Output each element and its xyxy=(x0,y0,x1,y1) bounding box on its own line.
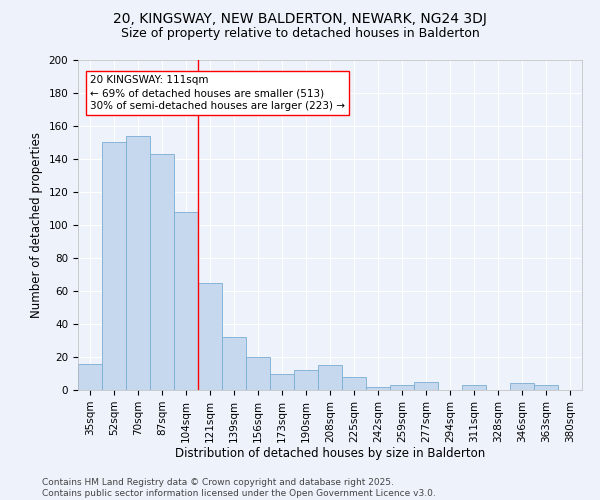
Bar xyxy=(246,357,270,390)
Bar xyxy=(318,365,342,390)
Y-axis label: Number of detached properties: Number of detached properties xyxy=(30,132,43,318)
Bar xyxy=(342,377,366,390)
Bar xyxy=(462,385,486,390)
Text: Contains HM Land Registry data © Crown copyright and database right 2025.
Contai: Contains HM Land Registry data © Crown c… xyxy=(42,478,436,498)
X-axis label: Distribution of detached houses by size in Balderton: Distribution of detached houses by size … xyxy=(175,448,485,460)
Bar xyxy=(198,283,222,390)
Bar xyxy=(222,337,246,390)
Bar xyxy=(78,364,102,390)
Text: 20, KINGSWAY, NEW BALDERTON, NEWARK, NG24 3DJ: 20, KINGSWAY, NEW BALDERTON, NEWARK, NG2… xyxy=(113,12,487,26)
Text: Size of property relative to detached houses in Balderton: Size of property relative to detached ho… xyxy=(121,28,479,40)
Bar xyxy=(390,385,414,390)
Bar xyxy=(150,154,174,390)
Bar xyxy=(102,142,126,390)
Bar xyxy=(366,386,390,390)
Bar xyxy=(534,385,558,390)
Bar xyxy=(510,384,534,390)
Bar xyxy=(126,136,150,390)
Bar xyxy=(270,374,294,390)
Text: 20 KINGSWAY: 111sqm
← 69% of detached houses are smaller (513)
30% of semi-detac: 20 KINGSWAY: 111sqm ← 69% of detached ho… xyxy=(90,75,345,111)
Bar xyxy=(414,382,438,390)
Bar xyxy=(294,370,318,390)
Bar xyxy=(174,212,198,390)
